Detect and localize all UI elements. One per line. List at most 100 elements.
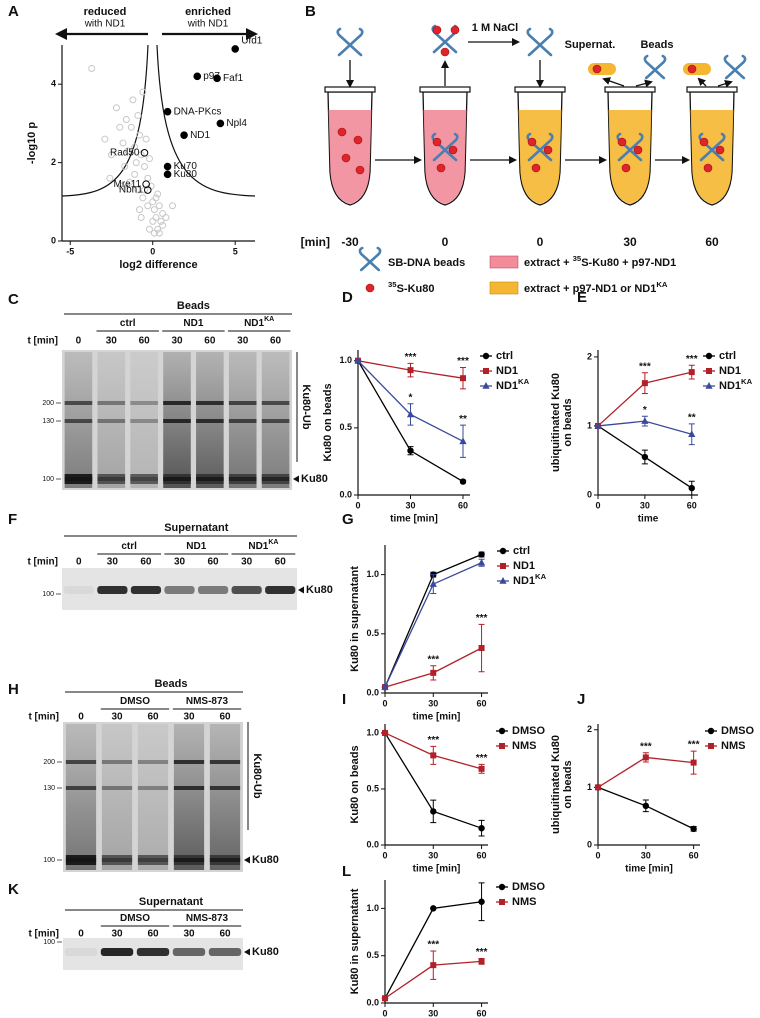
time-label: t [min] [28,929,59,940]
data-point [213,74,221,83]
legend-swatch [489,281,519,295]
panel-label: K [8,881,19,898]
data-point [163,162,172,171]
salt-label: 1 M NaCl [472,22,518,34]
lane-label: 30 [183,929,195,940]
data-point [430,808,437,815]
legend-marker [705,352,713,360]
legend-marker [499,899,505,905]
ku80-dot [592,64,602,74]
ku80-dot [450,25,460,35]
lane-band [209,760,241,764]
data-point [150,206,158,214]
legend-marker [500,563,506,569]
lane-label: 30 [111,712,123,723]
x-tick-label: 0 [382,698,387,708]
significance: *** [457,356,469,367]
gel-header: Supernatant [164,522,229,534]
data-point [478,765,485,772]
data-point [216,119,225,128]
point-label: Nbn1 [119,185,143,196]
size-marker: 100 [43,857,55,864]
legend-marker [498,727,506,735]
data-point [121,163,129,171]
arrow-label: reduced [84,6,127,18]
gel-header: Supernatant [139,896,204,908]
lane-band [97,401,126,405]
legend-label: NMS [512,896,536,908]
lane-label: 60 [208,557,220,568]
legend-label: NMS [721,740,745,752]
significance: *** [427,654,439,665]
lane-band [209,855,241,865]
y-tick-label: 1.0 [366,727,379,737]
legend-marker [707,727,715,735]
lane-band [173,760,205,764]
y-axis-label: Ku80 on beads [322,383,334,461]
data-point [122,115,130,123]
arrow [717,79,733,88]
group-label: NMS-873 [186,696,229,707]
legend-label: extract + 35S-Ku80 + p97-ND1 [524,254,676,269]
group-label: ND1KA [248,539,278,551]
ku80-dot [699,137,709,147]
y-axis-label: Ku80 in supernatant [349,888,361,994]
point-label: Rad50 [110,147,140,158]
group-label-part: ND1 [248,541,268,552]
significance-threshold [61,44,256,197]
point-label: ND1 [190,130,210,141]
lane-label: 60 [140,557,152,568]
data-point [459,437,467,445]
supernatant-pill [683,63,711,75]
legend-marker [499,743,505,749]
x-tick-label: 60 [477,1008,487,1018]
legend-label-part: S-Ku80 + p97-ND1 [581,257,676,269]
significance: *** [476,947,488,958]
lane-label: 30 [174,557,186,568]
point-label: DNA-PKcs [174,106,222,117]
lane-smear [101,724,133,870]
data-point [169,202,177,210]
point-label: p97 [203,71,220,82]
lane-band [196,419,224,423]
panel-label: L [342,863,351,880]
group-label-part: ND1 [186,541,206,552]
data-point [159,221,167,229]
data-point [134,112,142,120]
dna-bead [616,132,644,162]
panel-label: B [305,3,316,20]
data-point [430,962,437,969]
y-tick-label: 1.0 [366,569,379,579]
data-point [126,178,134,186]
data-point [690,825,697,833]
legend-label: ND1 [719,365,741,377]
data-point [381,683,389,690]
data-point [429,580,437,587]
lane-label: 60 [139,336,151,347]
ku80-dot [432,25,442,35]
data-point [101,135,109,143]
size-marker: 100 [42,591,54,598]
point-label: Mre11 [114,179,142,190]
x-tick-label: 0 [382,1008,387,1018]
data-point [154,190,162,198]
data-point [150,229,158,237]
legend-label: DMSO [512,881,545,893]
lane-label: 60 [270,336,282,347]
legend-label: ND1 [496,365,518,377]
panel-label: A [8,3,19,20]
y-tick-label: 2 [51,157,56,167]
data-point [382,995,388,1002]
legend-marker [482,352,490,360]
lane-band [261,401,290,405]
time-label: t [min] [28,712,59,723]
lane-band [130,474,158,484]
y-axis-label: on beads [562,760,574,808]
panel-label: I [342,691,346,708]
data-point [642,802,650,810]
significance: *** [476,613,488,624]
lane-band [130,419,158,423]
ku80-dot [703,163,713,173]
data-point [231,45,240,53]
